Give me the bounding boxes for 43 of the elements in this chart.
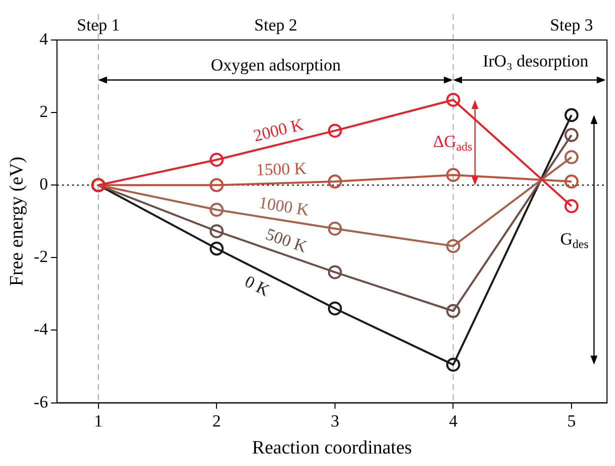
point xyxy=(328,222,342,236)
x-axis-title: Reaction coordinates xyxy=(252,438,412,459)
y-tick-label: 0 xyxy=(39,174,48,194)
x-tick-label: 1 xyxy=(94,411,103,430)
text: Step 1 xyxy=(76,15,120,34)
point xyxy=(328,265,342,280)
point xyxy=(446,358,460,372)
x-tick-label: 3 xyxy=(330,411,340,430)
point xyxy=(328,124,342,138)
point xyxy=(328,301,342,316)
x-tick-label: 5 xyxy=(567,411,576,430)
point xyxy=(446,92,460,107)
point xyxy=(328,174,342,188)
point xyxy=(564,150,579,164)
y-tick-label: 2 xyxy=(39,102,48,122)
point xyxy=(446,304,460,318)
point xyxy=(446,239,460,254)
y-axis-title: Free energy (eV) xyxy=(6,156,28,286)
text: 500 K xyxy=(263,224,310,257)
x-tick-label: 4 xyxy=(448,411,458,430)
text: 2000 K xyxy=(252,114,306,146)
y-tick-label: 4 xyxy=(39,29,48,48)
point xyxy=(210,224,224,238)
annotation: Oxygen adsorption xyxy=(210,55,342,74)
annotation: IrO₃ desorption xyxy=(482,51,589,70)
point xyxy=(210,178,224,192)
x-tick-label: 2 xyxy=(212,411,221,430)
series-label: 1500 K xyxy=(256,158,308,180)
point xyxy=(564,174,579,188)
point xyxy=(210,202,224,217)
y-tick-label: -2 xyxy=(34,247,48,266)
text: Step 2 xyxy=(254,15,298,34)
y-tick-label: -6 xyxy=(34,392,48,412)
point xyxy=(564,108,579,122)
point xyxy=(210,152,224,167)
point xyxy=(564,128,579,142)
text: Step 3 xyxy=(550,15,594,34)
point xyxy=(210,242,224,256)
y-tick-label: -4 xyxy=(34,320,48,339)
text: 1000 K xyxy=(257,192,312,220)
point xyxy=(564,199,579,214)
point xyxy=(446,168,460,182)
text: 0 K xyxy=(242,272,274,300)
